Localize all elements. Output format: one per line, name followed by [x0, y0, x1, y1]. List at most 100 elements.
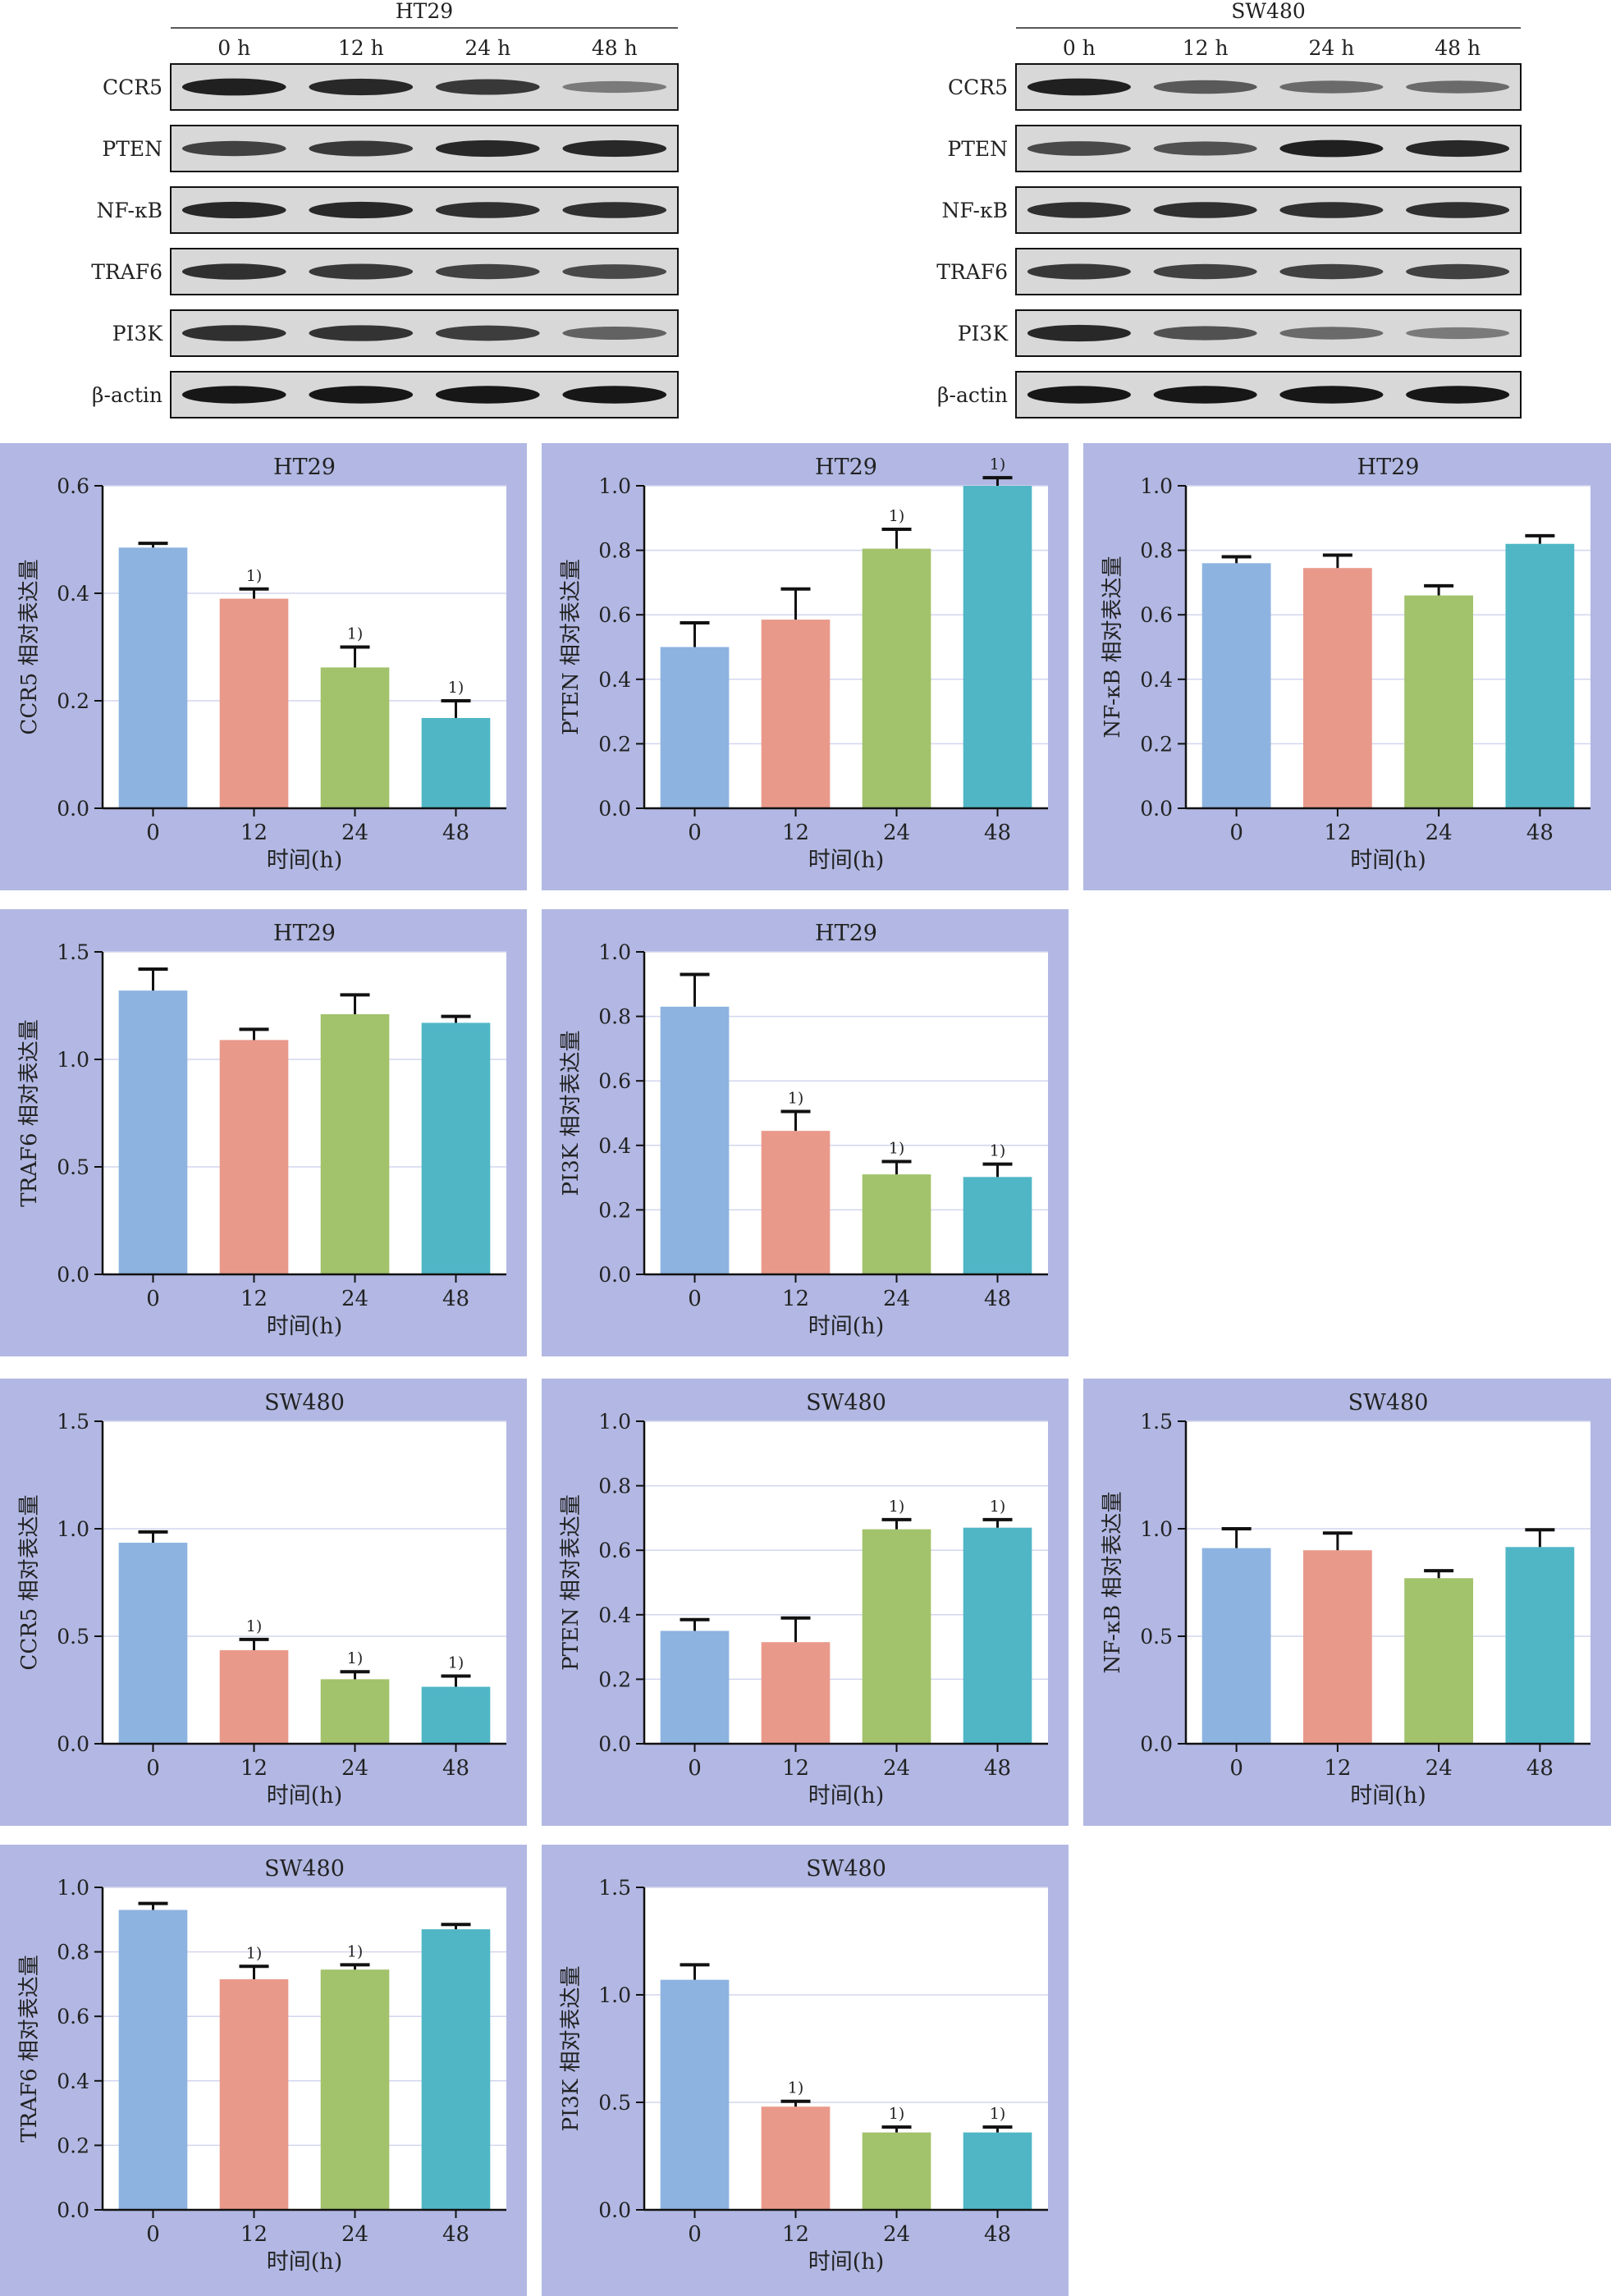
y-tick-label: 0.0 — [598, 1263, 631, 1287]
y-tick-label: 0.5 — [598, 2091, 631, 2115]
x-tick-label: 24 — [883, 1287, 910, 1311]
x-tick-label: 12 — [1324, 1756, 1351, 1781]
significance-label: 1) — [246, 1617, 263, 1635]
bar — [761, 620, 831, 808]
blot-protein-label: CCR5 — [103, 75, 162, 99]
blot-band — [309, 325, 414, 341]
bar — [963, 1177, 1032, 1274]
x-tick-label: 12 — [240, 2222, 268, 2247]
y-tick-label: 0.8 — [598, 539, 631, 563]
blot-band — [562, 80, 667, 94]
blot-band — [435, 202, 540, 218]
x-tick-label: 48 — [442, 1287, 469, 1311]
blot-protein-label: PI3K — [958, 322, 1009, 345]
bar — [761, 1131, 831, 1274]
y-axis-label: TRAF6 相对表达量 — [17, 1955, 42, 2143]
blot-protein-label: β-actin — [937, 383, 1008, 407]
bar — [862, 2132, 931, 2210]
x-tick-label: 24 — [341, 1287, 368, 1311]
bar — [963, 2132, 1032, 2210]
blot-band — [1153, 386, 1257, 404]
y-tick-label: 1.0 — [57, 1876, 89, 1900]
blot-band — [1406, 327, 1510, 340]
x-axis-label: 时间(h) — [267, 2249, 342, 2275]
bar — [862, 548, 931, 808]
y-axis-label: PI3K 相对表达量 — [559, 1031, 584, 1196]
y-tick-label: 0.8 — [57, 1941, 89, 1964]
blot-lane-label: 0 h — [217, 36, 250, 60]
significance-label: 1) — [788, 2079, 804, 2097]
blot-band — [181, 201, 286, 219]
y-tick-label: 0.6 — [598, 1539, 631, 1562]
y-tick-label: 0.2 — [598, 1667, 631, 1691]
blot-band — [1027, 141, 1131, 156]
bar — [421, 1686, 491, 1744]
bar — [320, 1013, 390, 1274]
blot-band — [1279, 80, 1384, 94]
bar — [963, 486, 1032, 808]
chart-title: SW480 — [806, 1856, 886, 1882]
bar — [320, 1679, 390, 1744]
x-tick-label: 48 — [984, 1287, 1011, 1311]
x-tick-label: 48 — [442, 1756, 469, 1781]
bar — [219, 1650, 289, 1744]
y-tick-label: 0.5 — [57, 1625, 89, 1649]
y-tick-label: 0.2 — [57, 2134, 89, 2157]
blot-band — [435, 139, 540, 158]
bar-chart: HT29 0.0 0.2 0.4 0.6 0 1) 12 1) 24 1) 48 时间(h) CCR5 相… — [17, 455, 506, 873]
blot-band — [1153, 80, 1257, 94]
x-tick-label: 48 — [1526, 1756, 1554, 1781]
blot-band — [181, 78, 286, 96]
y-tick-label: 0.4 — [57, 2070, 89, 2093]
blot-band — [1153, 202, 1257, 218]
blot-band — [309, 140, 414, 157]
blot-band — [1279, 139, 1384, 158]
chart-title: HT29 — [815, 921, 877, 946]
blot-protein-label: TRAF6 — [91, 260, 162, 284]
blot-band — [181, 325, 286, 341]
y-tick-label: 0.0 — [1140, 1732, 1173, 1756]
bar — [118, 547, 188, 808]
western-blot-figure: HT29 0 h 12 h 24 h 48 h CCR5 PTEN NF-κB TRAF6 PI3… — [91, 0, 1522, 418]
significance-label: 1) — [347, 625, 364, 643]
blot-band — [1279, 386, 1384, 404]
chart-title: SW480 — [264, 1390, 345, 1416]
chart-panel: SW480 0.0 0.5 1.0 1.5 0 12 24 48 时间(h) NF-κB 相对表达量 — [1083, 1379, 1611, 1826]
x-axis-label: 时间(h) — [808, 848, 884, 873]
blot-band — [1406, 202, 1510, 218]
significance-label: 1) — [788, 1090, 804, 1108]
chart-title: HT29 — [273, 455, 336, 480]
y-tick-label: 1.5 — [57, 1410, 89, 1434]
blot-protein-label: PTEN — [947, 137, 1008, 161]
bar-chart: HT29 0.0 0.5 1.0 1.5 0 12 24 48 时间(h) TRAF6 相对表达量 — [17, 921, 506, 1339]
bar — [320, 1969, 390, 2210]
bar — [862, 1174, 931, 1274]
x-tick-label: 0 — [1229, 821, 1243, 845]
bar-chart: SW480 0.0 0.5 1.0 1.5 0 12 24 48 时间(h) NF-κB 相对表达量 — [1101, 1390, 1590, 1809]
bar — [118, 1543, 188, 1744]
bar — [1201, 1548, 1271, 1744]
y-tick-label: 0.4 — [598, 1134, 631, 1158]
blot-band — [1027, 263, 1131, 280]
chart-panel: SW480 0.0 0.5 1.0 1.5 0 1) 12 1) 24 1) 48 时间(h) PI3K … — [542, 1845, 1069, 2296]
blot-protein-label: PTEN — [102, 137, 162, 161]
blot-lane-label: 12 h — [338, 36, 384, 60]
blot-band — [1153, 263, 1257, 280]
blot-band — [1406, 80, 1510, 94]
blot-panel-sw480: SW480 0 h 12 h 24 h 48 h CCR5 PTEN NF-κB TRAF6 PI… — [936, 0, 1522, 418]
y-tick-label: 1.0 — [598, 1410, 631, 1434]
significance-label: 1) — [990, 2105, 1006, 2123]
y-tick-label: 0.2 — [598, 732, 631, 756]
bar — [660, 1979, 730, 2210]
y-axis-label: NF-κB 相对表达量 — [1101, 1491, 1125, 1673]
bar — [118, 1910, 188, 2210]
x-tick-label: 24 — [341, 2222, 368, 2247]
significance-label: 1) — [448, 1653, 465, 1672]
bar — [320, 667, 390, 808]
blot-band — [1027, 324, 1131, 342]
y-tick-label: 1.0 — [598, 1983, 631, 2007]
x-tick-label: 24 — [883, 1756, 910, 1781]
bar — [862, 1529, 931, 1744]
blot-lane-label: 24 h — [465, 36, 510, 60]
significance-label: 1) — [246, 1944, 263, 1962]
